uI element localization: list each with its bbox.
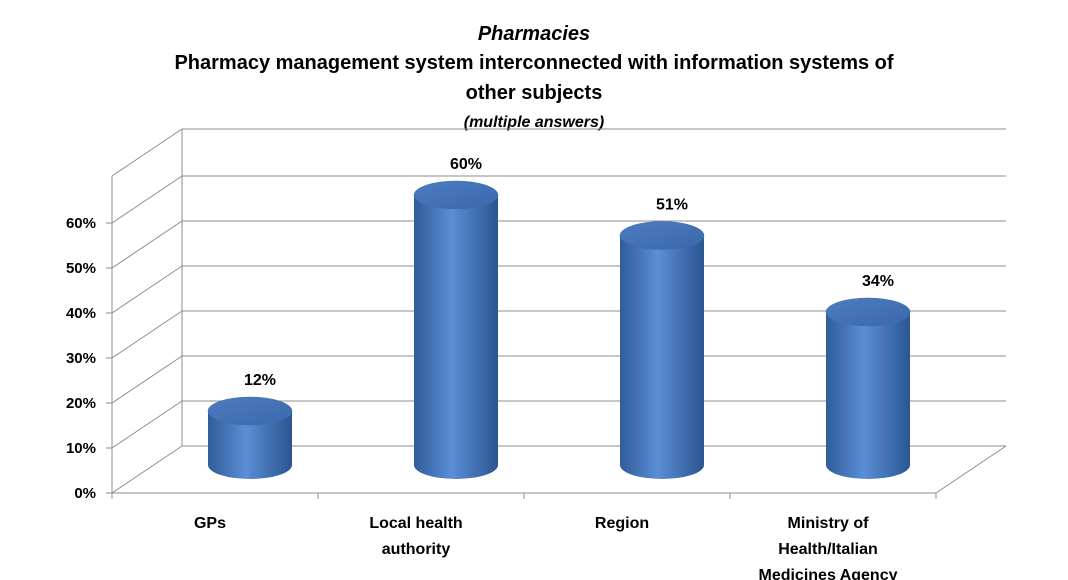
bar-top-0 (207, 396, 293, 426)
bar-3 (825, 297, 911, 479)
bar-2 (619, 221, 705, 479)
bar-top-2 (619, 221, 705, 250)
bar-top-3 (825, 297, 911, 327)
bar-1 (413, 180, 499, 479)
bar-body-3 (826, 312, 910, 479)
category-label-3-line-0: Ministry of (788, 515, 870, 532)
bar-body-2 (620, 235, 704, 479)
bars (207, 180, 911, 479)
category-label-2-line-0: Region (595, 515, 649, 532)
category-label-0-line-0: GPs (194, 515, 226, 532)
gridline-side-0 (111, 445, 183, 494)
category-label-3-line-2: Medicines Agency (758, 567, 897, 580)
y-tick-label-50: 50% (66, 260, 96, 277)
chart-subtitle-line-2: other subjects (466, 82, 603, 104)
category-label-1-line-1: authority (382, 541, 451, 558)
gridline-side-60 (111, 175, 183, 224)
data-label-1: 60% (450, 156, 482, 173)
category-labels: GPs Local health authority Region Ministry o… (194, 515, 898, 580)
gridlines (111, 128, 1006, 494)
y-tick-label-60: 60% (66, 215, 96, 232)
y-tick-label-40: 40% (66, 305, 96, 322)
y-tick-label-20: 20% (66, 395, 96, 412)
category-label-1-line-0: Local health (369, 515, 462, 532)
chart-subtitle-line-1: Pharmacy management system interconnecte… (174, 52, 893, 74)
data-label-2: 51% (656, 197, 688, 214)
bar-0 (207, 396, 293, 479)
gridline-side-40 (111, 265, 183, 314)
y-tick-label-0: 0% (74, 485, 96, 502)
category-label-3-line-1: Health/Italian (778, 541, 878, 558)
gridline-side-20 (111, 355, 183, 404)
floor-right-edge (935, 445, 1007, 494)
axes (106, 176, 1007, 499)
y-tick-label-10: 10% (66, 440, 96, 457)
bar-body-1 (414, 195, 498, 479)
data-label-0: 12% (244, 372, 276, 389)
bar-top-1 (413, 180, 499, 210)
gridline-side-50 (111, 220, 183, 269)
gridline-side-30 (111, 310, 183, 359)
data-labels: 12% 60% 51% 34% (244, 156, 894, 389)
chart-title: Pharmacies (478, 23, 590, 45)
gridline-side-top (111, 128, 183, 177)
bar-body-0 (208, 411, 292, 479)
gridline-side-10 (111, 400, 183, 449)
data-label-3: 34% (862, 273, 894, 290)
y-tick-label-30: 30% (66, 350, 96, 367)
chart-subtitle-line-3: (multiple answers) (464, 114, 604, 131)
y-tick-labels: 0% 10% 20% 30% 40% 50% 60% (66, 215, 96, 502)
